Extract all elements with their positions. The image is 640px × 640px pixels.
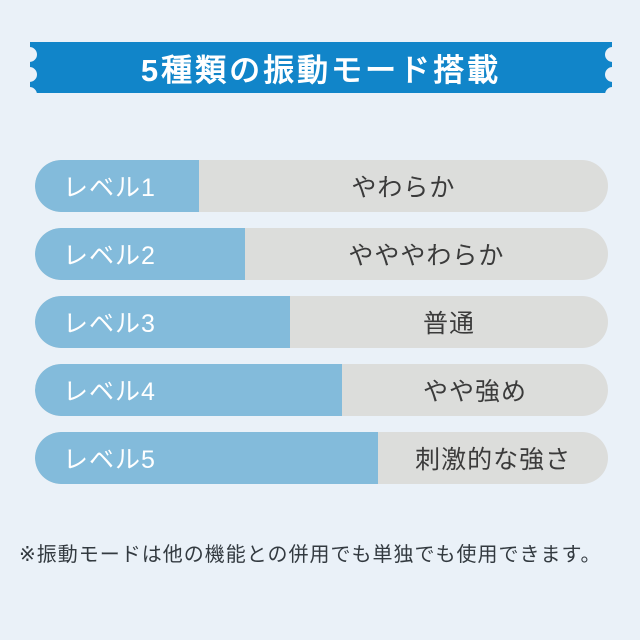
level-description-area: やややわらか: [245, 228, 608, 280]
footnote: ※振動モードは他の機能との併用でも単独でも使用できます。: [19, 544, 602, 566]
level-description: やややわらか: [348, 242, 505, 270]
tape-notch: [605, 47, 620, 62]
level-bar-fill: レベル5: [35, 432, 379, 484]
level-label: レベル4: [63, 378, 156, 406]
level-description-area: やわらか: [199, 160, 608, 212]
title-banner: 5種類の振動モード搭載: [22, 42, 620, 102]
level-description-area: 刺激的な強さ: [378, 432, 608, 484]
level-description: やや強め: [423, 378, 528, 406]
tape-notch: [605, 87, 620, 102]
level-label: レベル1: [63, 174, 156, 202]
level-description-area: 普通: [290, 296, 608, 348]
level-label: レベル5: [63, 446, 156, 474]
level-description: 刺激的な強さ: [415, 446, 572, 474]
level-bar-5: レベル5 刺激的な強さ: [35, 432, 608, 484]
level-bar-fill: レベル2: [35, 228, 245, 280]
vibration-level-list: レベル1 やわらか レベル2 やややわらか レベル3 普通 レベル4: [35, 160, 608, 484]
tape-notch: [22, 47, 37, 62]
level-bar-fill: レベル3: [35, 296, 290, 348]
level-description-area: やや強め: [342, 364, 608, 416]
level-bar-fill: レベル1: [35, 160, 199, 212]
level-description: やわらか: [351, 174, 456, 202]
level-label: レベル3: [63, 310, 156, 338]
level-label: レベル2: [63, 242, 156, 270]
level-bar-4: レベル4 やや強め: [35, 364, 608, 416]
tape-notch: [22, 67, 37, 82]
level-description: 普通: [422, 310, 475, 338]
level-bar-2: レベル2 やややわらか: [35, 228, 608, 280]
level-bar-3: レベル3 普通: [35, 296, 608, 348]
tape-notch: [22, 87, 37, 102]
page-title: 5種類の振動モード搭載: [140, 53, 502, 88]
level-bar-1: レベル1 やわらか: [35, 160, 608, 212]
tape-notch: [605, 67, 620, 82]
level-bar-fill: レベル4: [35, 364, 343, 416]
